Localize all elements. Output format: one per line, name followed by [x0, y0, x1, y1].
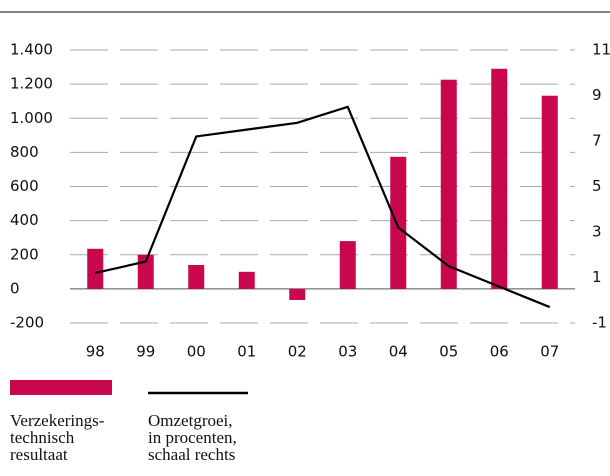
x-tick-label: 98 [86, 343, 105, 361]
y2-tick-label: -1 [592, 314, 607, 332]
bar [390, 156, 407, 289]
bar [491, 68, 508, 289]
x-tick-label: 05 [439, 343, 458, 361]
x-tick-label: 07 [540, 343, 559, 361]
y2-tick-label: 5 [592, 177, 602, 195]
bar [87, 248, 104, 289]
x-tick-label: 03 [338, 343, 357, 361]
y2-tick-label: 7 [592, 132, 602, 150]
legend-label: Omzetgroei, in procenten, schaal rechts [148, 411, 237, 464]
y-tick-label: 800 [10, 143, 39, 161]
bar [289, 288, 306, 300]
bar [541, 95, 558, 289]
y-tick-label: 600 [10, 177, 39, 195]
y-tick-label: 200 [10, 245, 39, 263]
x-tick-label: 00 [187, 343, 206, 361]
y2-tick-label: 3 [592, 223, 602, 241]
bar [339, 241, 356, 289]
bar [188, 264, 205, 289]
x-tick-label: 04 [389, 343, 408, 361]
y-tick-label: 400 [10, 211, 39, 229]
y-tick-label: 1.400 [10, 41, 53, 59]
x-tick-label: 01 [237, 343, 256, 361]
legend-swatch [10, 380, 112, 395]
y-tick-label: 0 [10, 279, 20, 297]
y2-tick-label: 1 [592, 268, 602, 286]
bar [238, 271, 255, 289]
y2-tick-label: 9 [592, 86, 602, 104]
y2-tick-label: 11 [592, 41, 610, 59]
x-tick-label: 02 [288, 343, 307, 361]
y-tick-label: 1.200 [10, 75, 53, 93]
x-tick-label: 99 [136, 343, 155, 361]
y-tick-label: -200 [10, 314, 44, 332]
x-tick-label: 06 [490, 343, 509, 361]
y-tick-label: 1.000 [10, 109, 53, 127]
legend-label: Verzekerings-technisch resultaat [10, 411, 105, 464]
line [95, 105, 551, 309]
bar [440, 79, 457, 289]
